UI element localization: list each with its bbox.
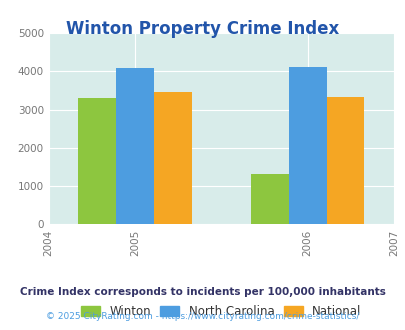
Bar bbox=[250, 174, 288, 224]
Text: © 2025 CityRating.com - https://www.cityrating.com/crime-statistics/: © 2025 CityRating.com - https://www.city… bbox=[46, 312, 359, 321]
Text: Crime Index corresponds to incidents per 100,000 inhabitants: Crime Index corresponds to incidents per… bbox=[20, 287, 385, 297]
Text: Winton Property Crime Index: Winton Property Crime Index bbox=[66, 20, 339, 38]
Bar bbox=[153, 92, 192, 224]
Bar bbox=[78, 98, 116, 224]
Bar bbox=[116, 68, 153, 224]
Bar bbox=[326, 97, 364, 224]
Bar bbox=[288, 67, 326, 224]
Legend: Winton, North Carolina, National: Winton, North Carolina, National bbox=[79, 303, 363, 321]
